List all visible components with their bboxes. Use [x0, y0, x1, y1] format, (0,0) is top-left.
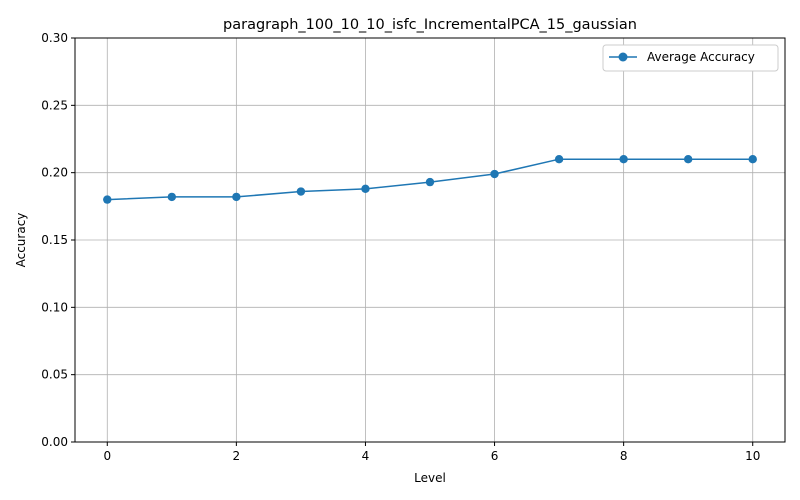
- x-axis-label: Level: [414, 471, 446, 485]
- data-point: [490, 169, 499, 179]
- series-layer: [103, 155, 757, 204]
- data-point: [232, 192, 241, 202]
- y-axis-ticks: 0.00 0.05 0.10 0.15 0.20 0.25 0.30: [41, 31, 75, 449]
- x-tick-label: 8: [620, 449, 628, 463]
- legend-box: [602, 44, 779, 72]
- data-point: [361, 184, 370, 194]
- chart-title: paragraph_100_10_10_isfc_IncrementalPCA_…: [223, 17, 637, 33]
- y-axis-label: Accuracy: [14, 213, 28, 268]
- legend: Average Accuracy: [602, 44, 779, 72]
- y-tick-label: 0.25: [41, 98, 68, 112]
- data-point: [296, 187, 306, 196]
- data-point: [748, 155, 757, 164]
- x-tick-label: 0: [103, 449, 111, 463]
- x-tick-label: 6: [491, 449, 499, 463]
- legend-marker: [618, 52, 628, 62]
- data-point: [103, 195, 112, 204]
- data-point: [425, 177, 435, 187]
- x-tick-label: 4: [362, 449, 370, 463]
- y-tick-label: 0.15: [41, 233, 68, 247]
- data-point: [554, 155, 564, 164]
- x-tick-label: 2: [233, 449, 241, 463]
- y-tick-label: 0.00: [41, 435, 68, 449]
- x-tick-label: 10: [745, 449, 760, 463]
- y-tick-label: 0.10: [41, 300, 68, 314]
- data-point: [619, 155, 628, 164]
- y-tick-label: 0.05: [41, 368, 68, 382]
- data-point: [167, 192, 177, 202]
- y-tick-label: 0.20: [41, 166, 68, 180]
- y-tick-label: 0.30: [41, 31, 68, 45]
- legend-label: Average Accuracy: [647, 50, 755, 64]
- data-point: [683, 155, 693, 164]
- x-axis-ticks: 0 2 4 6 8 10: [103, 442, 760, 463]
